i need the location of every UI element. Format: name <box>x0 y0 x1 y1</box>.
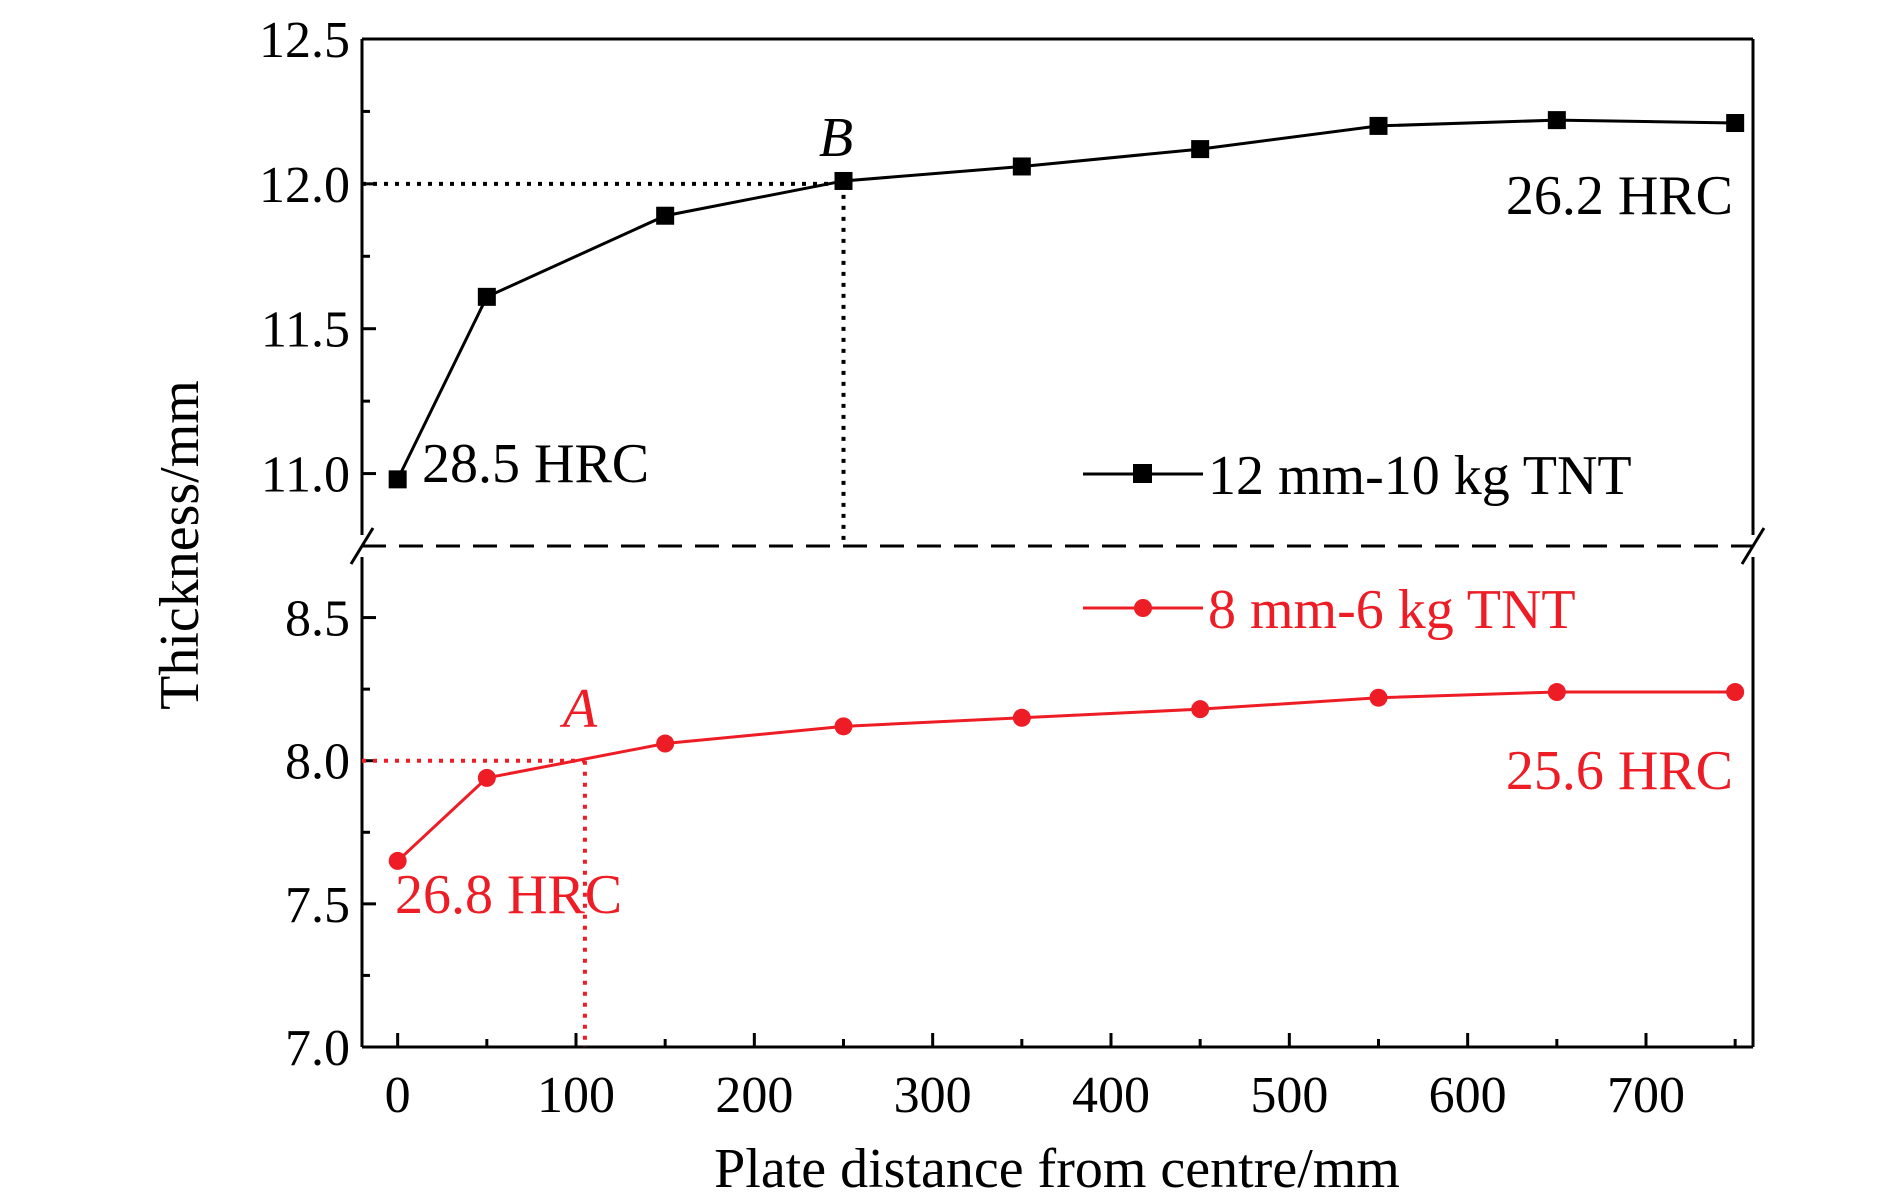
series-1-point-2 <box>656 734 675 753</box>
plot-frame <box>349 37 1766 1049</box>
annotation-26-2-hrc: 26.2 HRC <box>1506 165 1733 227</box>
x-tick-label-500: 500 <box>1250 1067 1328 1124</box>
legend-red-label: 8 mm-6 kg TNT <box>1208 579 1576 641</box>
series-0-point-7 <box>1547 111 1566 130</box>
annotation-25-6-hrc: 25.6 HRC <box>1506 740 1733 802</box>
legend-black-marker <box>1133 464 1152 483</box>
y-tick-label-7.0: 7.0 <box>285 1020 350 1077</box>
series-1-point-0 <box>388 851 407 870</box>
x-tick-label-0: 0 <box>385 1067 411 1124</box>
x-tick-label-600: 600 <box>1429 1067 1507 1124</box>
series-layer <box>388 111 1745 870</box>
series-0-point-5 <box>1191 140 1210 159</box>
x-axis-ticks: 0 100 200 300 400 500 600 700 <box>385 1033 1737 1124</box>
series-0-point-4 <box>1012 157 1031 176</box>
series-1-point-8 <box>1726 683 1745 702</box>
series-1-point-1 <box>477 768 496 787</box>
legend-black: 12 mm-10 kg TNT <box>1083 445 1632 507</box>
legend-black-label: 12 mm-10 kg TNT <box>1208 445 1632 507</box>
series-0-point-3 <box>834 171 853 190</box>
y-tick-label-11.5: 11.5 <box>261 302 350 359</box>
y-tick-label-11.0: 11.0 <box>261 447 350 504</box>
y-axis-ticks: 7.0 7.5 8.0 8.5 11.0 11.5 12.0 12.5 <box>259 12 376 1077</box>
y-tick-label-8.0: 8.0 <box>285 734 350 791</box>
series-1-point-7 <box>1547 683 1566 702</box>
y-tick-label-7.5: 7.5 <box>285 877 350 934</box>
x-tick-label-300: 300 <box>894 1067 972 1124</box>
axis-break-mark-left <box>349 527 375 565</box>
annotation-28-5-hrc: 28.5 HRC <box>422 433 649 495</box>
y-tick-label-8.5: 8.5 <box>285 591 350 648</box>
x-tick-label-200: 200 <box>715 1067 793 1124</box>
y-axis-title: Thickness/mm <box>149 380 211 710</box>
y-tick-label-12.5: 12.5 <box>259 12 350 69</box>
series-1-point-6 <box>1369 688 1388 707</box>
x-axis-title: Plate distance from centre/mm <box>714 1138 1400 1200</box>
point-label-a: A <box>559 678 598 740</box>
reference-lines <box>362 181 846 1047</box>
series-1-point-3 <box>834 717 853 736</box>
y-tick-label-12.0: 12.0 <box>259 157 350 214</box>
legend-red-marker <box>1134 599 1152 617</box>
series-0-point-6 <box>1369 116 1388 135</box>
series-0-point-0 <box>388 470 407 489</box>
x-tick-label-700: 700 <box>1607 1067 1685 1124</box>
series-0-point-1 <box>477 287 496 306</box>
point-label-b: B <box>819 107 853 169</box>
series-0-point-2 <box>656 206 675 225</box>
series-1-point-4 <box>1012 708 1031 727</box>
series-0-point-8 <box>1726 114 1745 133</box>
axis-break-mark-right <box>1740 527 1766 565</box>
annotation-26-8-hrc: 26.8 HRC <box>395 864 622 926</box>
x-tick-label-100: 100 <box>537 1067 615 1124</box>
legend-red: 8 mm-6 kg TNT <box>1083 579 1576 641</box>
series-1-point-5 <box>1191 700 1210 719</box>
x-tick-label-400: 400 <box>1072 1067 1150 1124</box>
